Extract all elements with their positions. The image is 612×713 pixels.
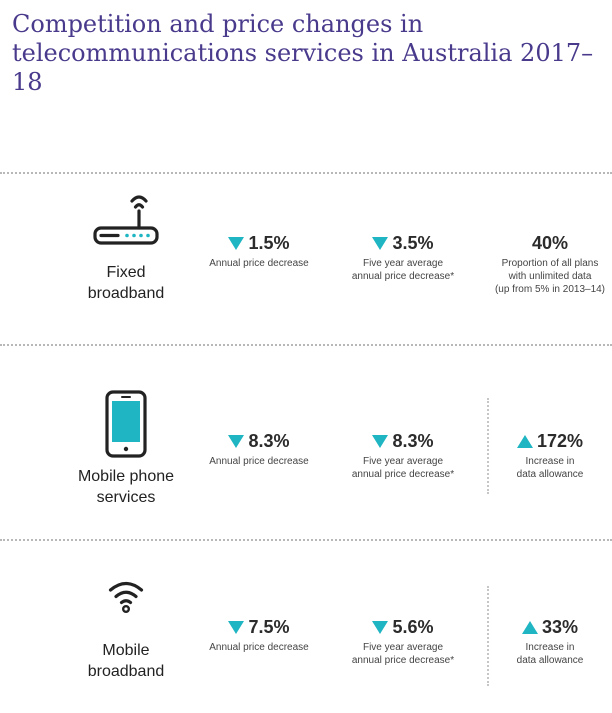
service-name: Mobile phone services (77, 468, 175, 506)
stat-description: Five year average annual price decrease* (351, 642, 455, 666)
down-arrow-icon (372, 620, 389, 634)
stat-value: 8.3% (392, 431, 434, 451)
stat-data-allowance: 172% Increase in data allowance (485, 430, 612, 481)
mobile-phone-icon (105, 390, 147, 458)
page-title: Competition and price changes in telecom… (12, 10, 594, 96)
stat-five-year-price: 8.3% Five year average annual price decr… (338, 430, 468, 481)
stat-annual-price: 8.3% Annual price decrease (194, 430, 324, 468)
column-divider (487, 586, 489, 686)
stat-value: 7.5% (248, 617, 290, 637)
stat-data-allowance: 33% Increase in data allowance (485, 616, 612, 667)
up-arrow-icon (516, 434, 533, 448)
down-arrow-icon (228, 620, 245, 634)
stat-description: Annual price decrease (209, 456, 309, 467)
router-icon (93, 195, 159, 245)
section-divider (0, 539, 612, 541)
section-divider (0, 172, 612, 174)
stat-annual-price: 1.5% Annual price decrease (194, 232, 324, 270)
stat-value: 40% (531, 233, 569, 253)
up-arrow-icon (521, 620, 538, 634)
stat-description: Five year average annual price decrease* (351, 258, 455, 282)
stat-five-year-price: 3.5% Five year average annual price decr… (338, 232, 468, 283)
column-divider (487, 398, 489, 494)
service-name: Mobile broadband (87, 642, 165, 680)
stat-value: 33% (541, 617, 579, 637)
stat-description: Annual price decrease (209, 642, 309, 653)
down-arrow-icon (372, 236, 389, 250)
stat-description: Proportion of all plans with unlimited d… (494, 258, 606, 295)
service-name: Fixed broadband (87, 264, 165, 302)
down-arrow-icon (228, 236, 245, 250)
stat-annual-price: 7.5% Annual price decrease (194, 616, 324, 654)
down-arrow-icon (228, 434, 245, 448)
stat-value: 1.5% (248, 233, 290, 253)
stat-unlimited-plans: 40% Proportion of all plans with unlimit… (485, 232, 612, 296)
wifi-icon (108, 581, 144, 614)
stat-description: Increase in data allowance (516, 642, 584, 666)
stat-value: 172% (536, 431, 584, 451)
stat-value: 3.5% (392, 233, 434, 253)
stat-description: Increase in data allowance (516, 456, 584, 480)
down-arrow-icon (372, 434, 389, 448)
stat-five-year-price: 5.6% Five year average annual price decr… (338, 616, 468, 667)
stat-value: 5.6% (392, 617, 434, 637)
stat-value: 8.3% (248, 431, 290, 451)
stat-description: Annual price decrease (209, 258, 309, 269)
stat-description: Five year average annual price decrease* (351, 456, 455, 480)
section-divider (0, 344, 612, 346)
